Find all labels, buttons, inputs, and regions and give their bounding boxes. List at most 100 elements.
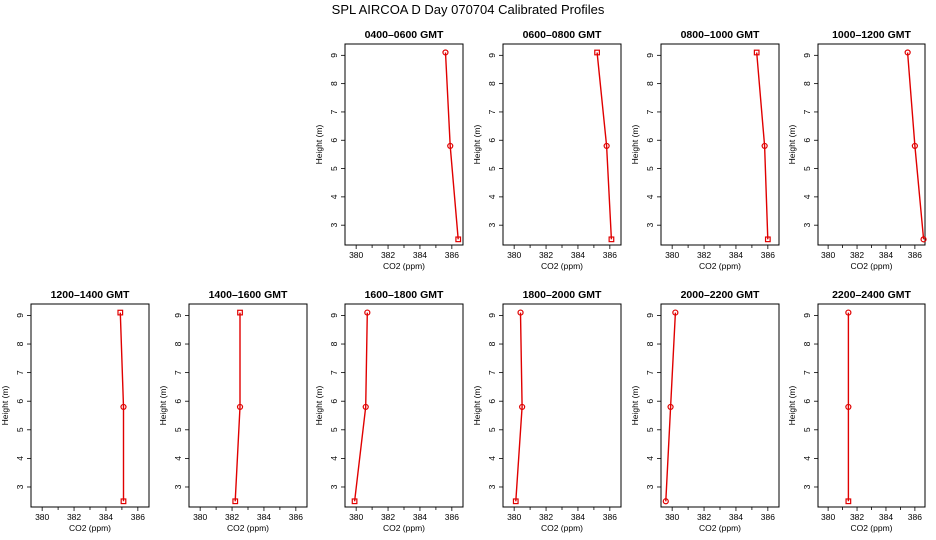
data-point xyxy=(364,309,371,316)
panel-3: 1000–1200 GMT 380 382 384 386 3 4 5 6 7 8 9 CO2 (ppm… xyxy=(787,29,927,271)
x-axis-label: CO2 (ppm) xyxy=(383,523,425,533)
data-point xyxy=(362,403,369,411)
profile-line xyxy=(906,52,925,240)
y-tick-label: 5 xyxy=(645,427,655,432)
data-point xyxy=(351,498,358,505)
y-axis-label: Height (m) xyxy=(630,386,640,426)
y-tick-label: 9 xyxy=(487,313,497,318)
data-point xyxy=(517,309,524,316)
x-tick-label: 384 xyxy=(257,512,271,522)
y-tick-label: 6 xyxy=(329,138,339,143)
profile-line xyxy=(444,52,459,240)
y-tick-label: 5 xyxy=(487,166,497,171)
y-tick-label: 4 xyxy=(487,194,497,199)
y-tick-label: 3 xyxy=(802,484,812,489)
y-tick-label: 4 xyxy=(173,456,183,461)
y-tick-label: 5 xyxy=(173,427,183,432)
panel-1: 0600–0800 GMT 380 382 384 386 3 4 5 6 7 8 9 CO2 (ppm… xyxy=(472,29,622,271)
y-tick-label: 9 xyxy=(173,313,183,318)
panel-title: 1800–2000 GMT xyxy=(523,289,602,301)
y-tick-label: 5 xyxy=(329,166,339,171)
y-tick-label: 4 xyxy=(802,456,812,461)
x-tick-label: 382 xyxy=(539,512,553,522)
data-point xyxy=(608,236,615,243)
y-tick-label: 3 xyxy=(15,484,25,489)
y-tick-label: 8 xyxy=(15,341,25,346)
y-tick-label: 4 xyxy=(645,194,655,199)
x-axis-label: CO2 (ppm) xyxy=(699,261,741,271)
x-tick-label: 382 xyxy=(539,250,553,260)
y-tick-label: 8 xyxy=(329,81,339,86)
profile-line xyxy=(353,312,368,502)
y-tick-label: 7 xyxy=(802,109,812,114)
x-tick-label: 380 xyxy=(507,250,521,260)
y-tick-label: 3 xyxy=(329,484,339,489)
x-tick-label: 382 xyxy=(381,250,395,260)
x-tick-label: 384 xyxy=(99,512,113,522)
x-tick-label: 380 xyxy=(349,512,363,522)
data-point xyxy=(904,49,911,56)
y-tick-label: 7 xyxy=(645,370,655,375)
x-tick-label: 380 xyxy=(665,250,679,260)
y-tick-label: 7 xyxy=(329,109,339,114)
data-point xyxy=(519,403,526,411)
y-tick-label: 5 xyxy=(802,427,812,432)
y-tick-label: 7 xyxy=(487,370,497,375)
x-tick-label: 386 xyxy=(289,512,303,522)
x-tick-label: 386 xyxy=(445,512,459,522)
x-tick-label: 384 xyxy=(729,250,743,260)
y-tick-label: 4 xyxy=(15,456,25,461)
data-point xyxy=(120,403,127,411)
data-point xyxy=(232,498,239,505)
y-tick-label: 8 xyxy=(645,81,655,86)
panel-title: 2200–2400 GMT xyxy=(832,289,911,301)
y-tick-label: 8 xyxy=(329,341,339,346)
x-tick-label: 384 xyxy=(879,250,893,260)
y-tick-label: 9 xyxy=(645,313,655,318)
y-tick-label: 8 xyxy=(487,81,497,86)
profile-line xyxy=(665,312,677,502)
data-point xyxy=(911,142,918,150)
x-axis-label: CO2 (ppm) xyxy=(383,261,425,271)
y-tick-label: 8 xyxy=(802,81,812,86)
data-point xyxy=(512,498,519,505)
y-tick-label: 3 xyxy=(329,223,339,228)
y-tick-label: 6 xyxy=(487,399,497,404)
x-tick-label: 384 xyxy=(571,250,585,260)
y-tick-label: 9 xyxy=(802,53,812,58)
x-tick-label: 384 xyxy=(571,512,585,522)
x-tick-label: 386 xyxy=(761,250,775,260)
y-axis-label: Height (m) xyxy=(787,125,797,165)
x-tick-label: 386 xyxy=(603,512,617,522)
y-tick-label: 9 xyxy=(802,313,812,318)
y-tick-label: 9 xyxy=(15,313,25,318)
x-axis-label: CO2 (ppm) xyxy=(227,523,269,533)
profile-line xyxy=(515,312,523,502)
x-axis-label: CO2 (ppm) xyxy=(541,523,583,533)
x-axis-label: CO2 (ppm) xyxy=(699,523,741,533)
y-tick-label: 3 xyxy=(487,484,497,489)
profile-line xyxy=(756,52,769,240)
profile-line xyxy=(234,312,241,502)
x-tick-label: 382 xyxy=(225,512,239,522)
y-axis-label: Height (m) xyxy=(158,386,168,426)
y-tick-label: 6 xyxy=(802,399,812,404)
y-tick-label: 8 xyxy=(645,341,655,346)
y-tick-label: 7 xyxy=(329,370,339,375)
x-axis-label: CO2 (ppm) xyxy=(69,523,111,533)
x-tick-label: 384 xyxy=(413,512,427,522)
y-tick-label: 6 xyxy=(802,138,812,143)
y-tick-label: 5 xyxy=(329,427,339,432)
panel-title: 0800–1000 GMT xyxy=(681,29,760,41)
data-point xyxy=(845,309,852,316)
y-tick-label: 6 xyxy=(15,399,25,404)
y-tick-label: 3 xyxy=(802,223,812,228)
y-tick-label: 7 xyxy=(645,109,655,114)
y-axis-label: Height (m) xyxy=(472,125,482,165)
panel-8: 2000–2200 GMT 380 382 384 386 3 4 5 6 7 8 9 CO2 (ppm… xyxy=(630,289,780,533)
y-tick-label: 5 xyxy=(645,166,655,171)
data-point xyxy=(672,309,679,316)
x-tick-label: 380 xyxy=(349,250,363,260)
plot-frame xyxy=(660,303,780,508)
